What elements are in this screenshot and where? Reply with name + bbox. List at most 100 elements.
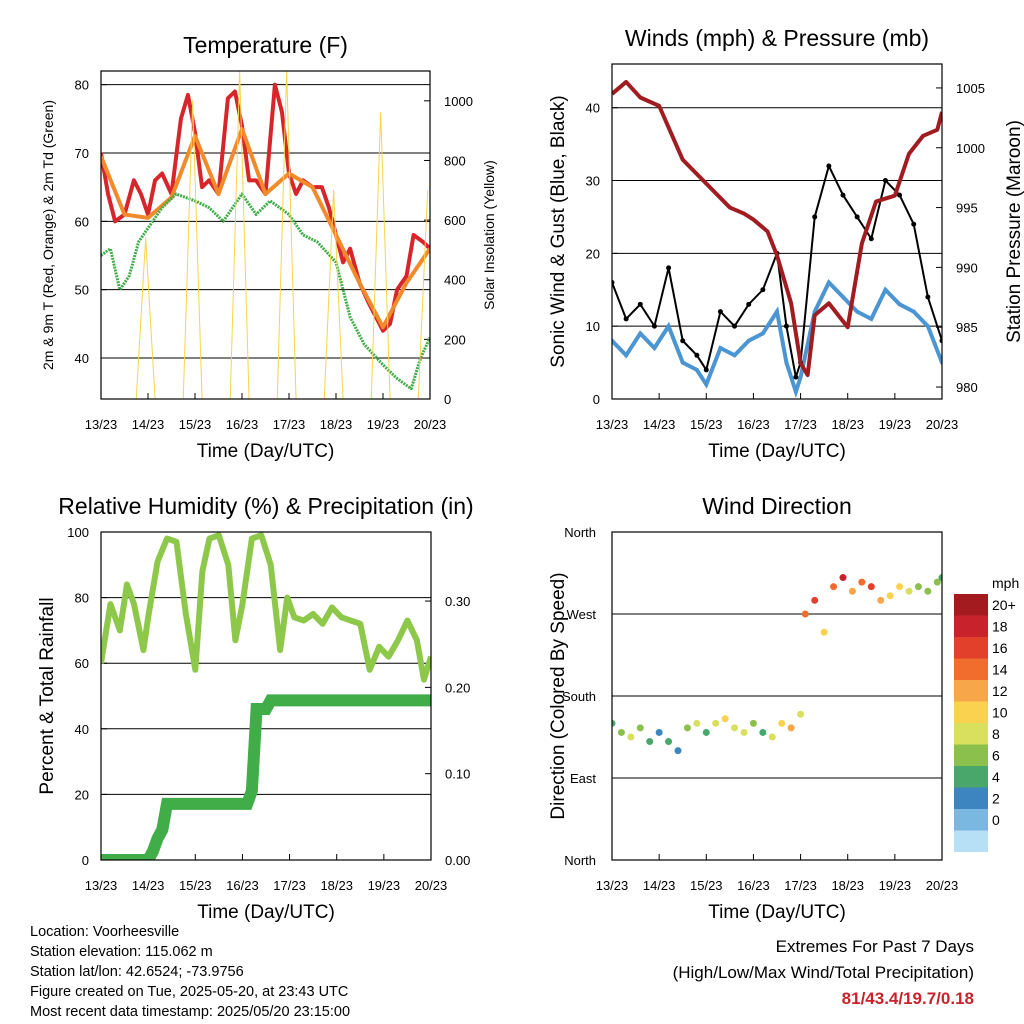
x-tick-label: 15/23 <box>690 417 723 432</box>
y2-tick-label: 400 <box>444 273 466 288</box>
sonic-wind-point <box>680 360 685 365</box>
gust-point <box>882 178 888 184</box>
x-tick-label: 15/23 <box>179 417 212 432</box>
sonic-wind-point <box>638 331 643 336</box>
direction-point <box>702 728 710 736</box>
gust-point <box>793 374 799 380</box>
x-tick-label: 20/23 <box>415 878 448 893</box>
y-tick-label: 10 <box>586 319 600 334</box>
legend-swatch <box>954 701 988 723</box>
gust-point <box>868 236 874 242</box>
plot-frame <box>100 70 431 400</box>
y-tick-label: 50 <box>75 283 89 298</box>
y2-tick-label: 1000 <box>444 94 473 109</box>
gust-point <box>760 287 766 293</box>
x-tick-label: 16/23 <box>737 417 770 432</box>
x-tick-label: 19/23 <box>879 878 912 893</box>
x-tick-label: 19/23 <box>368 878 401 893</box>
direction-point <box>848 587 856 595</box>
y2-axis-label: Station Pressure (Maroon) <box>1004 120 1024 343</box>
chart-title: Wind Direction <box>702 493 852 519</box>
figure-created: Figure created on Tue, 2025-05-20, at 23… <box>30 984 349 1000</box>
x-tick-label: 16/23 <box>226 417 259 432</box>
legend-title: mph <box>992 575 1019 591</box>
sonic-wind-point <box>784 360 789 365</box>
legend-label: 2 <box>992 790 1000 806</box>
gust-point <box>623 316 629 322</box>
legend-swatch <box>954 723 988 745</box>
x-axis-label: Time (Day/UTC) <box>708 441 846 462</box>
sonic-wind-point <box>746 338 751 343</box>
x-tick-label: 20/23 <box>414 417 447 432</box>
x-tick-label: 19/23 <box>879 417 912 432</box>
extremes-summary: Extremes For Past 7 Days (High/Low/Max W… <box>673 934 974 1012</box>
direction-point <box>797 710 805 718</box>
chart-title: Winds (mph) & Pressure (mb) <box>625 25 929 51</box>
plot-area <box>612 79 942 399</box>
direction-point <box>801 610 809 618</box>
station-elevation: Station elevation: 115.062 m <box>30 944 213 960</box>
winds-panel: Winds (mph) & Pressure (mb) Time (Day/UTC… <box>548 25 1024 462</box>
y2-tick-label: 0.30 <box>445 594 470 609</box>
sonic-wind-line <box>612 279 942 399</box>
direction-point <box>830 583 838 591</box>
y2-tick-label: 995 <box>956 201 978 216</box>
y-tick-label: 40 <box>75 351 89 366</box>
y-tick-label: 0 <box>82 853 89 868</box>
y-tick-label: 40 <box>75 722 89 737</box>
x-tick-label: 14/23 <box>132 417 165 432</box>
direction-point <box>886 592 894 600</box>
sonic-wind-point <box>694 367 699 372</box>
gust-point <box>925 294 931 300</box>
direction-point <box>933 578 941 586</box>
wind-direction-panel: Wind Direction Time (Day/UTC) Direction (C… <box>548 493 1019 923</box>
y-tick-label: 100 <box>67 525 89 540</box>
x-tick-label: 16/23 <box>226 878 259 893</box>
legend-label: 12 <box>992 683 1008 699</box>
sonic-wind-point <box>855 309 860 314</box>
sonic-wind-point <box>883 287 888 292</box>
y2-tick-label: 0.10 <box>445 767 470 782</box>
gust-point <box>840 192 846 198</box>
y-tick-label: North <box>564 525 596 540</box>
legend-swatch <box>954 680 988 702</box>
humidity-panel: Relative Humidity (%) & Precipitation (i… <box>37 493 474 923</box>
y-tick-label: West <box>567 607 597 622</box>
y2-tick-label: 0.00 <box>445 853 470 868</box>
legend-label: 16 <box>992 640 1008 656</box>
extremes-title: Extremes For Past 7 Days <box>775 937 974 956</box>
y-tick-label: 40 <box>586 101 600 116</box>
sonic-wind-point <box>925 324 930 329</box>
y2-tick-label: 1000 <box>956 141 985 156</box>
direction-point <box>896 583 904 591</box>
legend-label: 18 <box>992 618 1008 634</box>
y2-axis-label: Solar Insolation (Yellow) <box>481 160 497 310</box>
total-precipitation-line <box>101 694 431 860</box>
sonic-wind-point <box>624 353 629 358</box>
y-axis-label: 2m & 9m T (Red, Orange) & 2m Td (Green) <box>40 100 56 370</box>
y-tick-label: North <box>564 853 596 868</box>
sonic-wind-point <box>841 295 845 300</box>
gust-point <box>612 279 615 285</box>
sonic-wind-point <box>793 389 798 394</box>
direction-point <box>740 728 748 736</box>
legend-swatch <box>954 809 988 831</box>
y-tick-label: 20 <box>75 787 89 802</box>
direction-point <box>749 719 757 727</box>
gust-point <box>783 323 789 329</box>
sonic-wind-point <box>652 346 657 351</box>
x-tick-label: 17/23 <box>273 417 306 432</box>
gust-point <box>680 338 686 344</box>
x-axis-label: Time (Day/UTC) <box>708 902 846 923</box>
extremes-subtitle: (High/Low/Max Wind/Total Precipitation) <box>672 963 974 982</box>
sonic-wind-point <box>911 309 916 314</box>
y2-tick-label: 200 <box>444 332 466 347</box>
y-tick-label: 80 <box>75 78 89 93</box>
sonic-wind-point <box>869 316 874 321</box>
legend-swatch <box>954 594 988 616</box>
direction-point <box>877 596 885 604</box>
direction-point <box>811 596 819 604</box>
x-tick-label: 17/23 <box>784 878 817 893</box>
legend-label: 0 <box>992 812 1000 828</box>
extremes-values: 81/43.4/19.7/0.18 <box>841 989 974 1008</box>
